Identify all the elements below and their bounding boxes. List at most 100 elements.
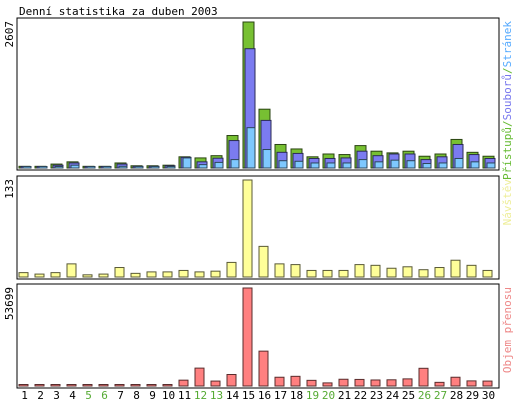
x-tick-label: 2 [37,389,44,402]
x-tick-label: 20 [322,389,335,402]
bar-stránek-day-27 [438,162,448,169]
bar-stránek-day-30 [486,162,496,169]
bar-stránek-day-7 [118,165,128,169]
series-legend-label: Návštěv [501,179,514,226]
bar-objem-přenosu-day-16 [258,350,269,387]
x-tick-label: 8 [133,389,140,402]
bar-objem-přenosu-day-2 [34,384,45,387]
legend-label-part: Přístupů [501,127,514,180]
bar-návštěv-day-8 [130,272,141,278]
bar-objem-přenosu-day-12 [194,367,205,387]
bar-návštěv-day-26 [418,269,429,278]
bar-stránek-day-21 [342,162,352,169]
bar-objem-přenosu-day-30 [482,380,493,387]
bar-stránek-day-11 [182,157,192,169]
bar-stránek-day-26 [422,163,432,169]
y-max-label: 53699 [3,287,16,320]
bar-návštěv-day-7 [114,267,125,278]
x-tick-label: 16 [258,389,271,402]
bar-objem-přenosu-day-18 [290,375,301,387]
x-axis-day-labels: 1 2 3 4 5 6 7 8 9 10 11 12 13 14 15 16 17 18 19 20 21 22 23 24 2… [21,389,495,402]
bar-objem-přenosu-day-13 [210,380,221,387]
x-tick-label: 28 [450,389,463,402]
panel-2: 133 Návštěv [3,175,514,280]
x-tick-label: 15 [242,389,255,402]
bar-návštěv-day-19 [306,269,317,278]
chart-title: Denní statistika za duben 2003 [19,5,218,18]
x-tick-label: 23 [370,389,383,402]
panel-3: 53699 Objem přenosu [3,283,514,389]
x-tick-label: 5 [85,389,92,402]
bar-návštěv-day-17 [274,263,285,278]
bar-návštěv-day-22 [354,264,365,278]
x-tick-label: 10 [162,389,175,402]
x-tick-label: 6 [101,389,108,402]
bar-objem-přenosu-day-4 [66,384,77,387]
panel-frame [16,17,500,171]
bar-návštěv-day-24 [386,267,397,278]
y-max-label: 133 [3,179,16,199]
bar-stránek-day-2 [38,166,48,169]
x-tick-label: 27 [434,389,447,402]
bar-stránek-day-22 [358,159,368,169]
bar-návštěv-day-12 [194,271,205,278]
bar-stránek-day-25 [406,160,416,169]
bar-stránek-day-16 [262,149,272,169]
x-tick-label: 19 [306,389,319,402]
bar-objem-přenosu-day-19 [306,379,317,387]
bar-objem-přenosu-day-25 [402,378,413,387]
bar-stránek-day-6 [102,166,112,169]
x-tick-label: 7 [117,389,124,402]
legend-label-part: Stránek [501,21,514,68]
bar-návštěv-day-20 [322,269,333,278]
bar-návštěv-day-28 [450,259,461,278]
bar-objem-přenosu-day-6 [98,384,109,387]
bar-stránek-day-20 [326,162,336,169]
x-tick-label: 3 [53,389,60,402]
x-tick-label: 13 [210,389,223,402]
bar-objem-přenosu-day-9 [146,384,157,387]
bar-návštěv-day-29 [466,264,477,278]
x-tick-label: 9 [149,389,156,402]
bar-návštěv-day-16 [258,245,269,278]
bar-stránek-day-5 [86,166,96,169]
legend-label-part: Souborů [501,74,514,120]
bar-návštěv-day-5 [82,274,93,278]
bar-návštěv-day-4 [66,263,77,278]
series-legend-label: Objem přenosu [501,287,514,373]
bar-návštěv-day-27 [434,267,445,278]
x-tick-label: 18 [290,389,303,402]
x-tick-label: 21 [338,389,351,402]
x-tick-label: 29 [466,389,479,402]
bar-návštěv-day-2 [34,273,45,278]
bar-objem-přenosu-day-10 [162,384,173,387]
bar-stránek-day-17 [278,160,288,169]
bar-objem-přenosu-day-29 [466,380,477,387]
y-max-label: 2607 [3,21,16,48]
x-tick-label: 12 [194,389,207,402]
bar-objem-přenosu-day-24 [386,379,397,387]
bar-objem-přenosu-day-26 [418,367,429,387]
bar-návštěv-day-25 [402,266,413,278]
bar-stránek-day-19 [310,162,320,169]
bar-objem-přenosu-day-14 [226,374,237,387]
bar-objem-přenosu-day-17 [274,376,285,387]
x-tick-label: 4 [69,389,76,402]
bar-stránek-day-4 [70,164,80,169]
bar-návštěv-day-9 [146,271,157,278]
bar-návštěv-day-14 [226,261,237,278]
bar-návštěv-day-3 [50,272,61,278]
bar-návštěv-day-13 [210,270,221,278]
legend-label-part: Návštěv [501,179,514,226]
bar-návštěv-day-1 [18,272,29,278]
legend-label-part: / [501,120,514,127]
bar-stránek-day-28 [454,157,464,169]
bar-objem-přenosu-day-22 [354,378,365,387]
bar-návštěv-day-30 [482,269,493,278]
bar-objem-přenosu-day-21 [338,378,349,387]
bar-stránek-day-18 [294,160,304,169]
legend-label-part: / [501,67,514,74]
x-tick-label: 11 [178,389,191,402]
